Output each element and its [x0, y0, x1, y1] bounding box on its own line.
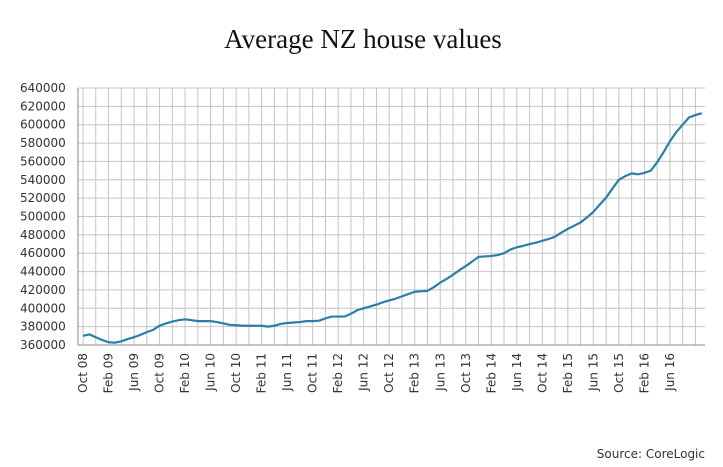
- x-tick-label: Oct 15: [612, 353, 626, 393]
- x-tick-label: Jun 09: [127, 353, 141, 392]
- x-tick-label: Feb 11: [255, 353, 269, 393]
- y-tick-label: 400000: [20, 301, 66, 315]
- y-tick-label: 560000: [20, 154, 66, 168]
- y-tick-label: 540000: [20, 173, 66, 187]
- x-tick-label: Jun 10: [204, 353, 218, 392]
- x-tick-label: Feb 16: [637, 353, 651, 393]
- chart-title: Average NZ house values: [224, 24, 502, 54]
- x-tick-label: Oct 10: [229, 353, 243, 393]
- x-tick-label: Oct 08: [76, 353, 90, 393]
- x-tick-label: Oct 12: [382, 353, 396, 393]
- x-tick-label: Jun 13: [433, 353, 447, 392]
- x-tick-label: Jun 14: [510, 353, 524, 392]
- x-tick-label: Feb 13: [408, 353, 422, 393]
- data-line: [82, 112, 703, 344]
- y-tick-label: 620000: [20, 99, 66, 113]
- x-tick-label: Feb 15: [561, 353, 575, 393]
- y-tick-label: 360000: [20, 338, 66, 352]
- x-tick-label: Jun 11: [280, 353, 294, 392]
- x-tick-label: Jun 15: [586, 353, 600, 392]
- x-tick-label: Oct 11: [306, 353, 320, 393]
- y-tick-label: 500000: [20, 210, 66, 224]
- y-tick-label: 380000: [20, 320, 66, 334]
- x-tick-label: Feb 10: [178, 353, 192, 393]
- y-tick-label: 460000: [20, 246, 66, 260]
- y-tick-label: 420000: [20, 283, 66, 297]
- source-note: Source: CoreLogic: [597, 447, 705, 461]
- x-tick-label: Feb 09: [102, 353, 116, 393]
- x-tick-label: Jun 16: [663, 353, 677, 392]
- x-tick-label: Jun 12: [357, 353, 371, 392]
- x-tick-label: Feb 14: [484, 353, 498, 393]
- x-tick-label: Oct 13: [459, 353, 473, 393]
- y-tick-label: 600000: [20, 118, 66, 132]
- x-tick-label: Feb 12: [331, 353, 345, 393]
- y-tick-label: 580000: [20, 136, 66, 150]
- x-tick-label: Oct 14: [535, 353, 549, 393]
- y-tick-label: 440000: [20, 265, 66, 279]
- y-tick-label: 520000: [20, 191, 66, 205]
- y-tick-label: 640000: [20, 81, 66, 95]
- x-tick-label: Oct 09: [153, 353, 167, 393]
- y-tick-label: 480000: [20, 228, 66, 242]
